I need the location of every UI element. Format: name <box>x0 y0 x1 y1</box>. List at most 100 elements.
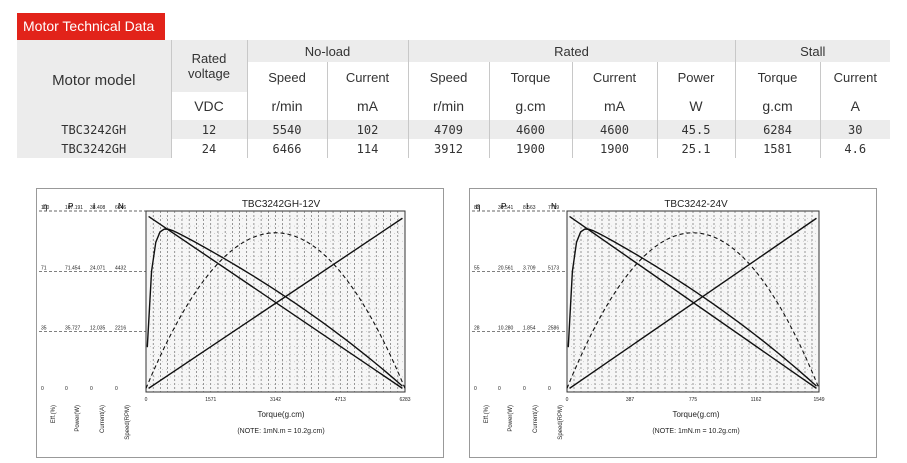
y-scale-label: 0 <box>115 386 118 392</box>
header-stall-current: Current <box>819 62 891 92</box>
chart-note: (NOTE: 1mN.m = 10.2g.cm) <box>652 428 739 435</box>
cell-r-torque: 1900 <box>488 139 572 158</box>
header-rated-torque: Torque <box>488 62 572 92</box>
table-row: TBC3242GH 12 5540 102 4709 4600 4600 45.… <box>17 120 891 139</box>
unit-noload-current: mA <box>326 92 408 120</box>
current-curve <box>569 217 817 389</box>
y-scale-rows: 83 30.541 8.563 7759 55 20.561 3.709 5173 28 10.2… <box>472 205 567 392</box>
table-row: TBC3242GH 24 6466 114 3912 1900 1900 25.… <box>17 139 891 158</box>
col-heads: η P I N <box>476 202 557 211</box>
axis-label: Speed(RPM) <box>558 405 564 440</box>
y-scale-label: 28 <box>474 326 480 332</box>
y-scale-label: 1.854 <box>523 326 536 332</box>
y-scale-label: 8.563 <box>523 205 536 211</box>
axis-label: Power(W) <box>75 405 81 432</box>
unit-rated-power: W <box>656 92 736 120</box>
y-scale-rows: 100 107.191 38.408 6646 71 71.454 24.071 4432 35… <box>39 205 146 392</box>
cell-voltage: 12 <box>170 120 247 139</box>
cell-nl-speed: 5540 <box>246 120 327 139</box>
y-scale-label: 100 <box>41 205 50 211</box>
x-tick-label: 0 <box>145 397 148 403</box>
col-head-eff: η <box>476 202 480 211</box>
x-axis-label: Torque(g.cm) <box>257 410 304 419</box>
unit-noload-speed: r/min <box>246 92 327 120</box>
chart-title: TBC3242GH-12V <box>242 199 321 210</box>
cell-s-torque: 6284 <box>734 120 821 139</box>
y-scale-label: 71.454 <box>65 265 81 271</box>
cell-model: TBC3242GH <box>61 122 127 137</box>
unit-stall-current: A <box>819 92 891 120</box>
section-title-badge: Motor Technical Data <box>17 13 165 40</box>
cell-model: TBC3242GH <box>17 139 171 158</box>
x-tick-label: 1162 <box>751 397 762 403</box>
y-scale-label: 0 <box>474 386 477 392</box>
y-scale-label: 107.191 <box>65 205 83 211</box>
cell-nl-speed: 6466 <box>246 139 327 158</box>
header-stall-torque: Torque <box>734 62 821 92</box>
y-scale-label: 5173 <box>548 265 559 271</box>
cell-r-speed: 3912 <box>407 139 489 158</box>
col-head-current: I <box>93 202 95 211</box>
y-scale-label: 24.071 <box>90 265 106 271</box>
efficiency-curve <box>567 228 817 387</box>
cell-r-power: 45.5 <box>656 120 736 139</box>
cell-r-torque: 4600 <box>488 120 572 139</box>
x-axis-label: Torque(g.cm) <box>672 410 719 419</box>
efficiency-curve <box>146 228 403 387</box>
col-head-speed: N <box>551 202 557 211</box>
power-curve <box>566 232 820 389</box>
header-noload: No-load <box>246 40 408 62</box>
unit-stall-torque: g.cm <box>734 92 821 120</box>
axis-label: Current(A) <box>533 405 539 433</box>
y-scale-label: 71 <box>41 265 47 271</box>
header-rated-speed: Speed <box>407 62 489 92</box>
cell-nl-current: 102 <box>326 120 408 139</box>
header-rated: Rated <box>407 40 736 62</box>
cell-nl-current: 114 <box>326 139 408 158</box>
y-scale-label: 30.541 <box>498 205 514 211</box>
cell-s-current: 30 <box>819 120 891 139</box>
unit-rated-speed: r/min <box>407 92 489 120</box>
cell-r-current: 1900 <box>571 139 657 158</box>
chart-note: (NOTE: 1mN.m = 10.2g.cm) <box>237 428 324 435</box>
axis-label: Eff.(%) <box>484 405 490 423</box>
current-curve <box>148 217 403 389</box>
y-scale-label: 2586 <box>548 326 559 332</box>
y-scale-label: 0 <box>41 386 44 392</box>
speed-curve <box>148 215 403 389</box>
header-rated-current: Current <box>571 62 657 92</box>
header-noload-current: Current <box>326 62 408 92</box>
y-scale-label: 0 <box>498 386 501 392</box>
y-scale-label: 0 <box>523 386 526 392</box>
axis-label: Speed(RPM) <box>125 405 131 440</box>
y-scale-label: 0 <box>548 386 551 392</box>
col-head-current: I <box>526 202 528 211</box>
header-motor-model: Motor model <box>17 40 171 120</box>
col-heads: η P I N <box>43 202 124 211</box>
x-tick-label: 0 <box>566 397 569 403</box>
axis-labels: Eff.(%) Power(W) Current(A) Speed(RPM) <box>484 405 564 440</box>
unit-rated-current: mA <box>571 92 657 120</box>
x-tick-label: 387 <box>626 397 635 403</box>
y-scale-label: 7759 <box>548 205 559 211</box>
y-scale-label: 3.709 <box>523 265 536 271</box>
chart-svg: TBC3242-24V η P I N 83 30.541 8.563 7759 55 2… <box>472 199 825 440</box>
cell-s-torque: 1581 <box>734 139 821 158</box>
axis-labels: Eff.(%) Power(W) Current(A) Speed(RPM) <box>51 405 131 440</box>
axis-label: Power(W) <box>508 405 514 432</box>
y-scale-label: 35.727 <box>65 326 81 332</box>
y-scale-label: 38.408 <box>90 205 106 211</box>
x-tick-label: 6283 <box>399 397 410 403</box>
y-scale-label: 12.035 <box>90 326 106 332</box>
header-noload-speed: Speed <box>246 62 327 92</box>
curves <box>566 215 820 389</box>
curves <box>145 215 406 389</box>
x-ticks: 0 1571 3142 4713 6283 <box>145 397 411 403</box>
cell-voltage: 24 <box>170 139 247 158</box>
y-scale-label: 0 <box>65 386 68 392</box>
axis-label: Eff.(%) <box>51 405 57 423</box>
unit-voltage: VDC <box>170 92 247 120</box>
x-tick-label: 3142 <box>270 397 281 403</box>
header-rated-power: Power <box>656 62 736 92</box>
axis-label: Current(A) <box>100 405 106 433</box>
